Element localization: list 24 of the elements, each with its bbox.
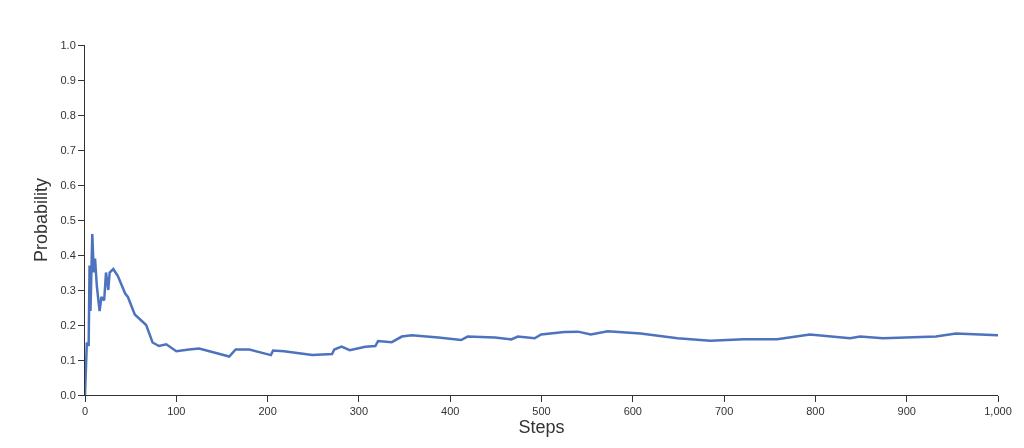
y-tick-label: 0.5 xyxy=(60,213,76,226)
y-tick-label: 0.8 xyxy=(60,108,76,121)
x-tick-label: 200 xyxy=(258,405,277,418)
x-tick-label: 100 xyxy=(167,405,186,418)
y-tick-label: 0.9 xyxy=(60,73,76,86)
x-tick-label: 800 xyxy=(806,405,825,418)
y-tick-label: 0.2 xyxy=(60,318,76,331)
y-tick-label: 0.7 xyxy=(60,143,76,156)
x-tick-label: 400 xyxy=(441,405,460,418)
x-tick-label: 700 xyxy=(714,405,734,418)
x-tick-label: 300 xyxy=(349,405,369,418)
x-tick-label: 600 xyxy=(623,405,642,418)
y-tick-label: 0.4 xyxy=(60,248,76,261)
x-tick-label: 500 xyxy=(532,405,551,418)
y-tick-label: 0.0 xyxy=(60,388,76,401)
x-tick-label: 900 xyxy=(897,405,916,418)
y-tick-label: 0.3 xyxy=(60,283,76,296)
y-tick-label: 0.1 xyxy=(60,353,76,366)
x-tick-label: 1,000 xyxy=(984,405,1012,418)
x-tick-label: 0 xyxy=(81,405,89,418)
y-tick-label: 1.0 xyxy=(60,38,76,51)
x-axis-title: Steps xyxy=(518,417,565,438)
y-axis-title: Probability xyxy=(30,177,51,263)
y-tick-label: 0.6 xyxy=(60,178,76,191)
